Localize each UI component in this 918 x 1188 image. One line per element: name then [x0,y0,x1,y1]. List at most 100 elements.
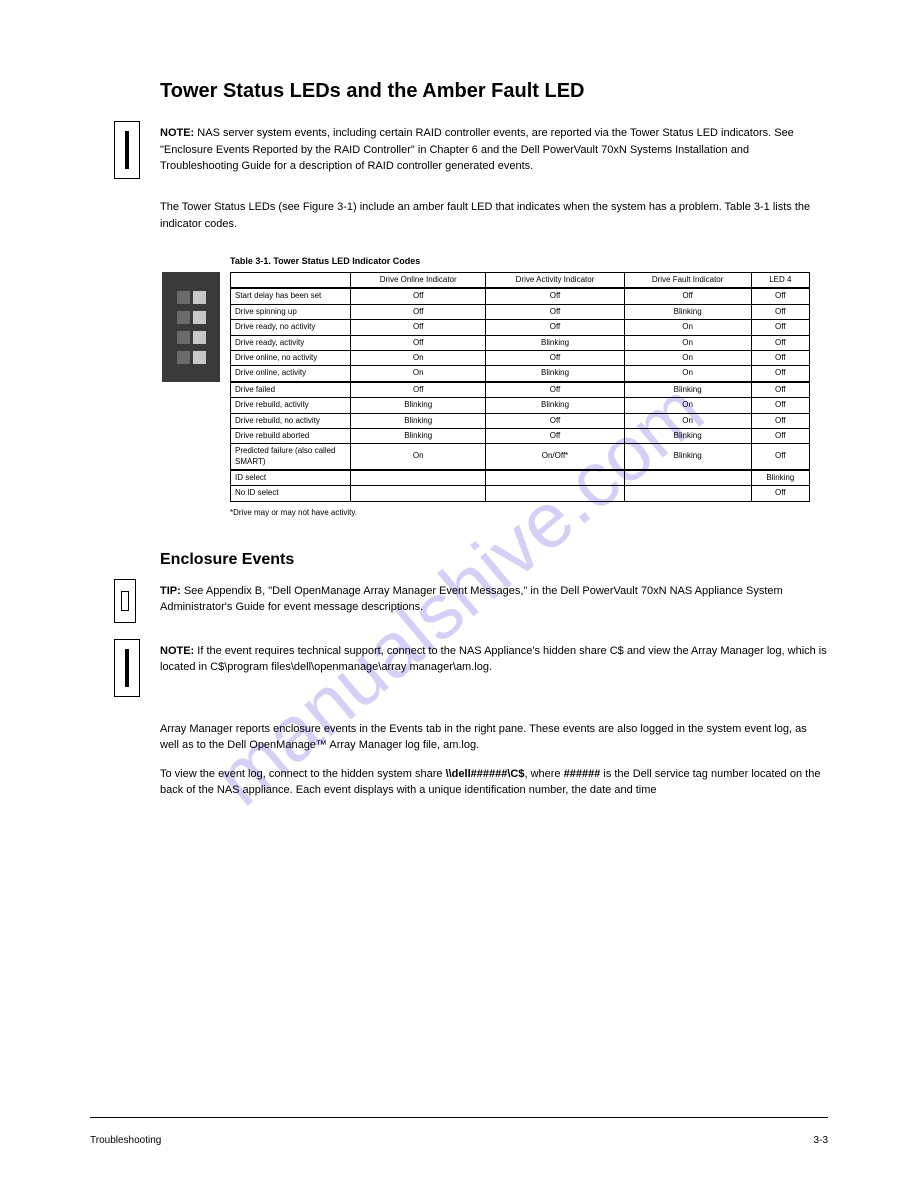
table-row-label: Drive online, no activity [231,350,351,365]
table-row-label: No ID select [231,486,351,501]
tip-label: TIP: [160,585,181,597]
led-intro-text: The Tower Status LEDs (see Figure 3-1) i… [160,199,828,232]
th-3: Drive Fault Indicator [624,273,751,289]
note-icon [114,121,140,179]
tip-block: TIP: See Appendix B, "Dell OpenManage Ar… [90,579,828,623]
table-cell: Off [751,304,809,319]
table-cell: Blinking [351,428,486,443]
table-row-label: Drive failed [231,382,351,398]
note-text-2: NOTE: If the event requires technical su… [160,639,828,676]
table-cell: On/Off* [486,444,624,470]
table-cell: Off [351,304,486,319]
note-block-2: NOTE: If the event requires technical su… [90,639,828,697]
subheading: Enclosure Events [160,551,828,569]
table-cell: Off [751,444,809,470]
table-cell: Blinking [624,428,751,443]
table-cell [624,486,751,501]
table-cell: Blinking [624,444,751,470]
tip-text: TIP: See Appendix B, "Dell OpenManage Ar… [160,579,828,616]
footer: Troubleshooting 3-3 [90,1135,828,1146]
table-cell [351,486,486,501]
led-legend-icon [162,272,220,382]
table-cell: Blinking [624,304,751,319]
table-row-label: Drive rebuild, activity [231,398,351,413]
note-body: NAS server system events, including cert… [160,127,794,172]
table-cell: Off [351,288,486,304]
table-cell: Blinking [351,398,486,413]
table-cell: Off [351,320,486,335]
table-cell: Off [486,288,624,304]
table-cell: Off [486,320,624,335]
note-bar-icon-2 [125,649,129,687]
table-row-label: ID select [231,470,351,486]
footer-right: 3-3 [814,1135,828,1146]
table-cell: On [624,335,751,350]
note-icon-2 [114,639,140,697]
th-4: LED 4 [751,273,809,289]
tip-body: See Appendix B, "Dell OpenManage Array M… [160,585,783,614]
table-cell: Off [751,428,809,443]
table-row-label: Drive spinning up [231,304,351,319]
table-cell: On [624,398,751,413]
table-cell: Blinking [624,382,751,398]
note-text: NOTE: NAS server system events, includin… [160,121,828,175]
table-cell [351,470,486,486]
footer-divider [90,1117,828,1118]
table-footnote: *Drive may or may not have activity. [230,508,828,517]
th-2: Drive Activity Indicator [486,273,624,289]
table-cell: Off [751,366,809,382]
table-cell: Off [486,350,624,365]
table-cell: Off [486,413,624,428]
table-cell: Off [751,413,809,428]
page-heading: Tower Status LEDs and the Amber Fault LE… [160,80,828,103]
paragraph-2: To view the event log, connect to the hi… [160,766,828,799]
table-cell: On [351,366,486,382]
table-cell: Blinking [751,470,809,486]
note2-body: If the event requires technical support,… [160,645,827,674]
th-1: Drive Online Indicator [351,273,486,289]
table-row-label: Drive rebuild aborted [231,428,351,443]
table-caption: Table 3-1. Tower Status LED Indicator Co… [230,256,828,266]
table-cell: Off [751,486,809,501]
paragraph-1: Array Manager reports enclosure events i… [160,721,828,754]
table-row-label: Drive online, activity [231,366,351,382]
table-cell: On [624,366,751,382]
table-wrap: Drive Online Indicator Drive Activity In… [162,272,828,502]
note-block: NOTE: NAS server system events, includin… [90,121,828,179]
note-label: NOTE: [160,127,194,139]
table-row-label: Start delay has been set [231,288,351,304]
footer-left: Troubleshooting [90,1135,161,1146]
table-cell: On [624,350,751,365]
table-cell: Blinking [486,335,624,350]
note2-label: NOTE: [160,645,194,657]
table-cell: On [624,320,751,335]
table-cell [486,470,624,486]
table-row-label: Drive ready, activity [231,335,351,350]
table-cell: Off [351,335,486,350]
note-bar-icon [125,131,129,169]
tip-icon [114,579,136,623]
table-cell: Off [751,382,809,398]
table-cell: On [351,350,486,365]
table-cell: On [351,444,486,470]
table-cell: Off [351,382,486,398]
table-cell: Blinking [486,366,624,382]
table-cell: Off [486,428,624,443]
table-cell: Off [751,350,809,365]
table-cell: Blinking [486,398,624,413]
table-cell: Off [486,304,624,319]
table-cell: Off [624,288,751,304]
table-row-label: Drive rebuild, no activity [231,413,351,428]
table-row-label: Drive ready, no activity [231,320,351,335]
table-cell: On [624,413,751,428]
table-cell: Off [751,335,809,350]
table-cell: Off [751,288,809,304]
table-cell: Off [751,398,809,413]
status-table: Drive Online Indicator Drive Activity In… [230,272,810,502]
table-cell: Blinking [351,413,486,428]
table-cell [486,486,624,501]
table-cell: Off [751,320,809,335]
table-cell [624,470,751,486]
tip-inner-icon [121,591,129,611]
table-cell: Off [486,382,624,398]
